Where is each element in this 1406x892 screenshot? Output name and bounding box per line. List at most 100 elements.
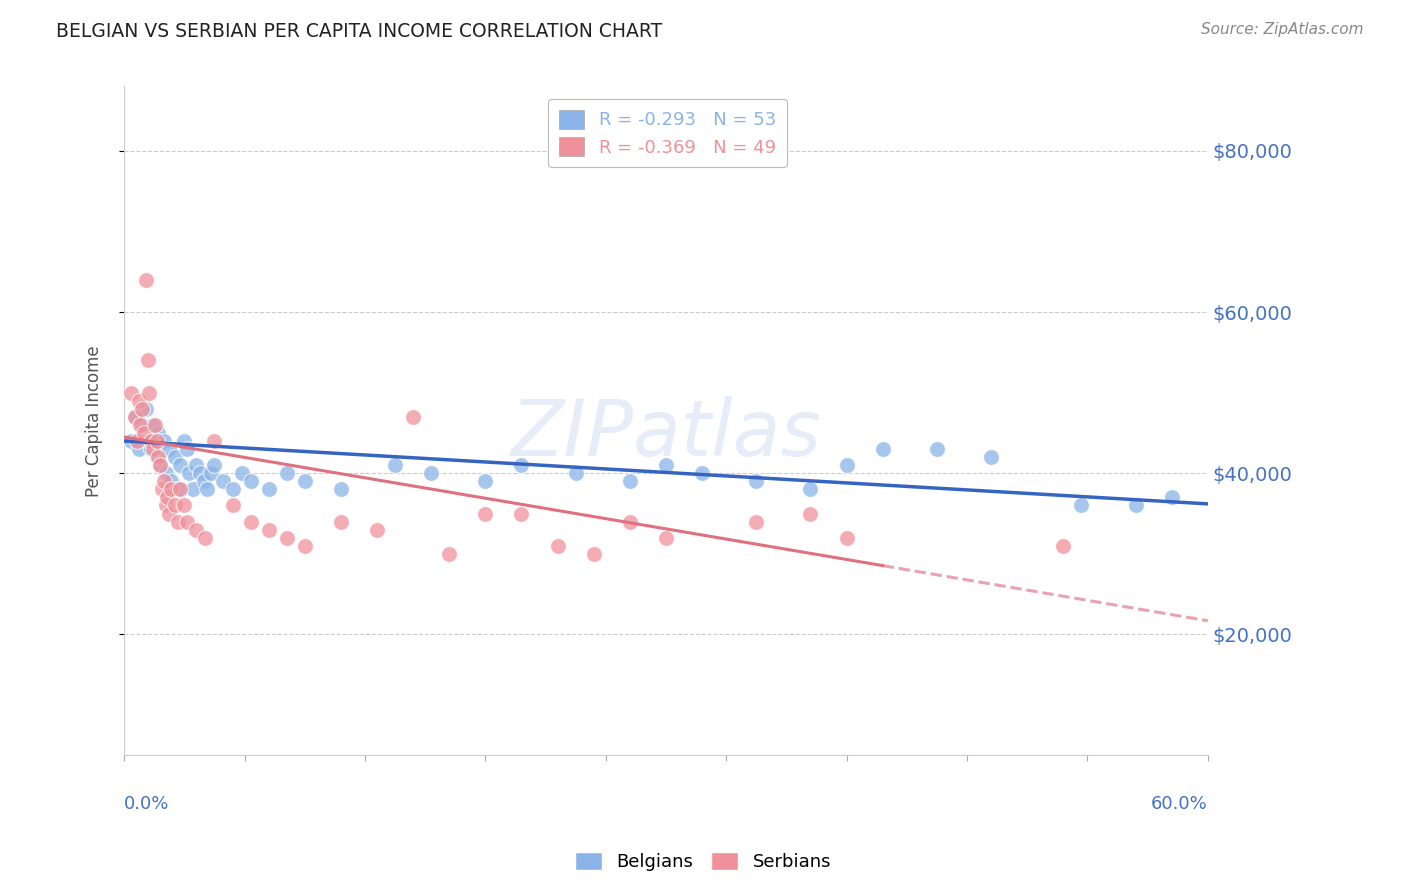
Point [329, 515, 352, 529]
Point [149, 458, 172, 473]
Point [1160, 491, 1182, 505]
Point [150, 483, 173, 497]
Point [148, 450, 170, 464]
Point [153, 434, 176, 448]
Point [135, 401, 157, 416]
Point [384, 458, 406, 473]
Point [799, 507, 821, 521]
Point [439, 547, 461, 561]
Point [138, 385, 160, 400]
Point [619, 515, 641, 529]
Point [980, 450, 1002, 464]
Point [120, 434, 142, 448]
Point [835, 458, 858, 473]
Point [149, 458, 172, 473]
Point [745, 515, 768, 529]
Point [167, 483, 190, 497]
Point [176, 515, 198, 529]
Point [474, 475, 496, 489]
Point [128, 393, 150, 408]
Point [690, 467, 713, 481]
Point [145, 434, 167, 448]
Point [131, 417, 153, 432]
Point [221, 499, 243, 513]
Point [128, 442, 150, 456]
Point [329, 483, 352, 497]
Point [186, 523, 208, 537]
Point [239, 515, 262, 529]
Point [655, 458, 678, 473]
Point [510, 507, 533, 521]
Point [120, 385, 142, 400]
Point [366, 523, 388, 537]
Point [155, 499, 177, 513]
Point [143, 417, 166, 432]
Point [145, 450, 167, 464]
Point [186, 458, 208, 473]
Point [257, 523, 280, 537]
Point [167, 515, 190, 529]
Point [1125, 499, 1147, 513]
Point [564, 467, 586, 481]
Point [136, 353, 159, 368]
Point [872, 442, 894, 456]
Point [799, 483, 821, 497]
Point [510, 458, 533, 473]
Point [173, 499, 195, 513]
Point [141, 434, 163, 448]
Point [1052, 539, 1074, 553]
Point [1070, 499, 1092, 513]
Point [835, 531, 858, 545]
Point [157, 507, 180, 521]
Point [402, 409, 425, 424]
Point [257, 483, 280, 497]
Point [276, 467, 298, 481]
Point [142, 417, 165, 432]
Point [231, 467, 253, 481]
Point [582, 547, 605, 561]
Text: BELGIAN VS SERBIAN PER CAPITA INCOME CORRELATION CHART: BELGIAN VS SERBIAN PER CAPITA INCOME COR… [56, 22, 662, 41]
Point [193, 475, 215, 489]
Text: ZIPatlas: ZIPatlas [510, 396, 821, 472]
Point [204, 458, 226, 473]
Point [474, 507, 496, 521]
Point [136, 434, 159, 448]
Point [125, 434, 148, 448]
Point [188, 467, 211, 481]
Point [156, 491, 179, 505]
Point [547, 539, 569, 553]
Point [200, 467, 222, 481]
Point [221, 483, 243, 497]
Point [619, 475, 641, 489]
Point [204, 434, 226, 448]
Point [239, 475, 262, 489]
Point [153, 475, 176, 489]
Point [132, 425, 155, 440]
Text: Source: ZipAtlas.com: Source: ZipAtlas.com [1201, 22, 1364, 37]
Point [148, 425, 170, 440]
Point [294, 539, 316, 553]
Point [745, 475, 768, 489]
Point [212, 475, 235, 489]
Text: 60.0%: 60.0% [1152, 796, 1208, 814]
Point [157, 442, 180, 456]
Point [195, 483, 218, 497]
Point [655, 531, 678, 545]
Point [925, 442, 948, 456]
Point [173, 434, 195, 448]
Point [129, 417, 152, 432]
Y-axis label: Per Capita Income: Per Capita Income [86, 345, 103, 497]
Point [420, 467, 443, 481]
Point [124, 409, 146, 424]
Point [163, 499, 186, 513]
Point [141, 442, 163, 456]
Point [155, 467, 177, 481]
Point [294, 475, 316, 489]
Point [179, 467, 201, 481]
Point [124, 409, 146, 424]
Point [169, 458, 191, 473]
Legend: Belgians, Serbians: Belgians, Serbians [568, 845, 838, 879]
Point [169, 483, 191, 497]
Point [142, 442, 165, 456]
Point [135, 273, 157, 287]
